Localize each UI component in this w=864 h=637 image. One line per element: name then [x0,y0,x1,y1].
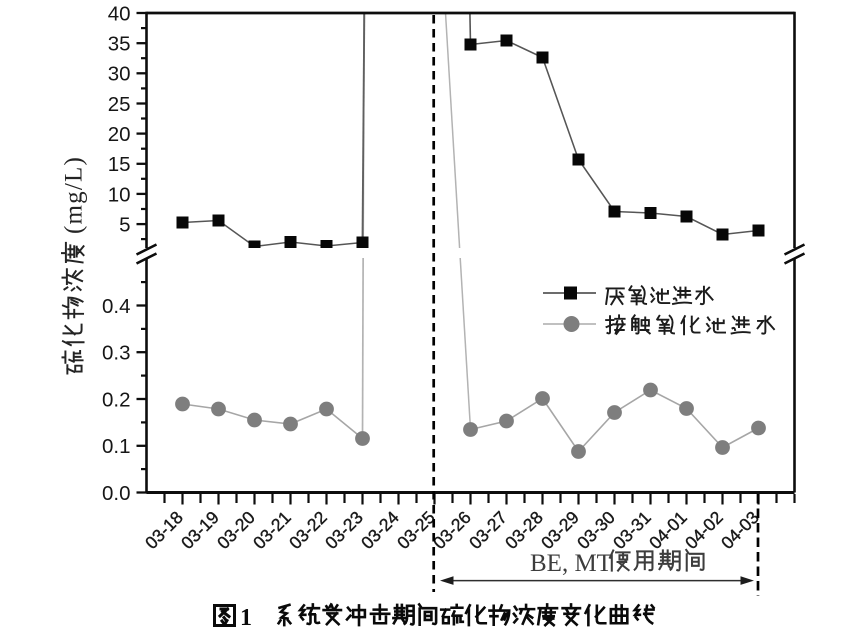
svg-text:35: 35 [108,33,131,56]
svg-text:10: 10 [108,183,131,206]
svg-text:20: 20 [108,123,131,146]
svg-text:25: 25 [108,93,131,116]
svg-text:1: 1 [240,605,252,631]
svg-text:0.1: 0.1 [102,435,131,458]
svg-text:(mg/L): (mg/L) [61,156,88,234]
svg-text:30: 30 [108,63,131,86]
svg-text:0.2: 0.2 [102,388,131,411]
svg-text:5: 5 [119,214,130,237]
svg-text:15: 15 [108,153,131,176]
svg-text:0.0: 0.0 [102,482,131,505]
svg-text:BE, MT: BE, MT [530,550,612,577]
svg-text:0.4: 0.4 [102,295,131,318]
svg-text:0.3: 0.3 [102,342,131,365]
svg-text:40: 40 [108,2,131,25]
